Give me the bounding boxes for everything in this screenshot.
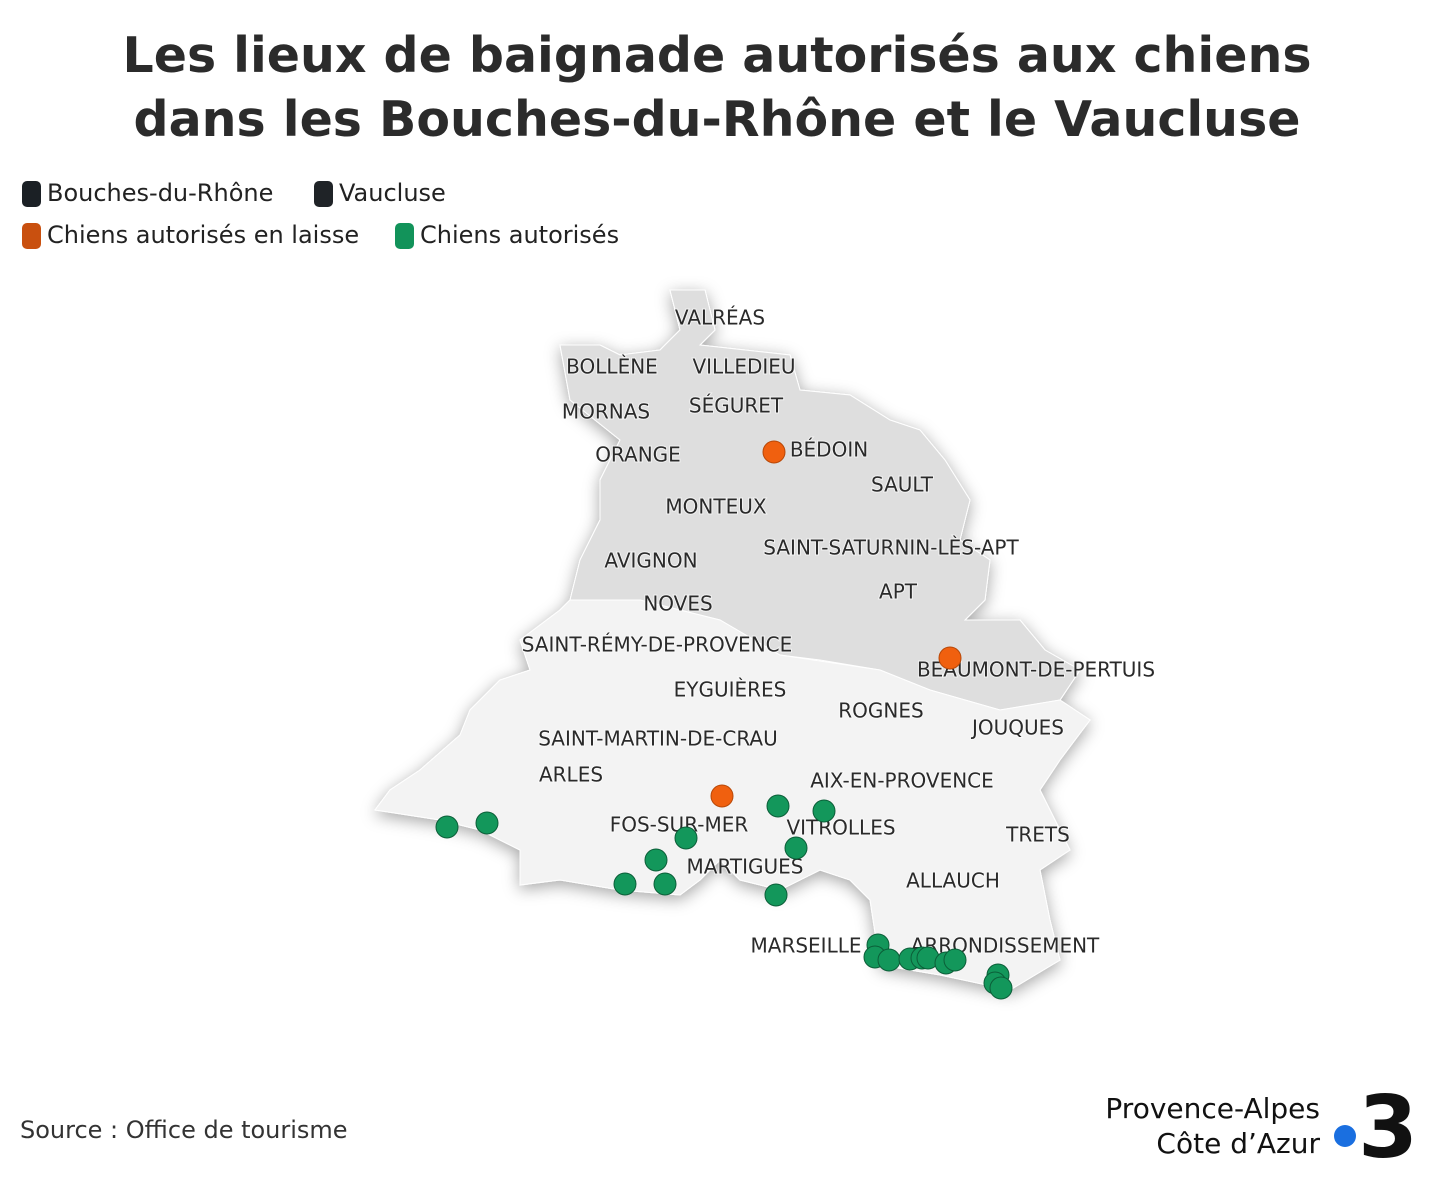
town-label: EYGUIÈRES [674, 678, 787, 702]
marker-free [475, 811, 499, 835]
town-label: BOLLÈNE [566, 355, 658, 379]
marker-free [812, 799, 836, 823]
legend-swatch [395, 223, 414, 249]
town-label: VALRÉAS [675, 306, 765, 330]
logo-mark: 3 [1358, 1078, 1418, 1178]
logo-text: Provence-Alpes [1105, 1092, 1320, 1125]
town-label: SAINT-MARTIN-DE-CRAU [538, 727, 778, 751]
town-label: APT [879, 580, 918, 604]
town-label: MARSEILLE [751, 934, 862, 958]
marker-free [764, 883, 788, 907]
marker-free [877, 948, 901, 972]
title: Les lieux de baignade autorisés aux chie… [123, 27, 1312, 84]
town-label: AIX-EN-PROVENCE [810, 769, 994, 793]
marker-free [943, 948, 967, 972]
legend-label: Bouches-du-Rhône [47, 179, 273, 207]
town-label: NOVES [643, 592, 712, 616]
marker-free [784, 836, 808, 860]
town-label: SAULT [871, 473, 934, 497]
logo-dot [1334, 1125, 1356, 1147]
marker-free [674, 826, 698, 850]
marker-free [644, 848, 668, 872]
marker-free [435, 815, 459, 839]
marker-leash [710, 784, 734, 808]
legend-label: Chiens autorisés en laisse [47, 221, 359, 249]
town-label: TRETS [1005, 823, 1070, 847]
town-label: JOUQUES [970, 716, 1064, 740]
town-labels: VALRÉAS BOLLÈNE VILLEDIEU MORNAS SÉGURETBÉDO… [521, 305, 1156, 959]
town-label: MARTIGUES [687, 855, 804, 879]
title: dans les Bouches-du-Rhône et le Vaucluse [134, 91, 1301, 148]
town-label: ORANGE [595, 443, 681, 467]
town-label: VILLEDIEU [692, 355, 795, 379]
legend-swatch [22, 181, 41, 207]
marker-leash [762, 440, 786, 464]
legend: Bouches-du-Rhône Vaucluse Chiens autorisés… [22, 179, 619, 249]
marker-free [766, 794, 790, 818]
town-label: ROGNES [838, 699, 923, 723]
town-label: VITROLLES [786, 816, 895, 840]
legend-swatch [22, 223, 41, 249]
marker-leash [938, 646, 962, 670]
markers [435, 440, 1013, 1000]
legend-swatch [314, 181, 333, 207]
town-label: MONTEUX [665, 495, 766, 519]
logo-text: Côte d’Azur [1156, 1127, 1320, 1160]
town-label: BÉDOIN [790, 438, 868, 462]
legend-label: Chiens autorisés [420, 221, 619, 249]
legend-label: Vaucluse [339, 179, 446, 207]
town-label: AVIGNON [604, 549, 697, 573]
marker-free [989, 976, 1013, 1000]
town-label: SAINT-SATURNIN-LÈS-APT [763, 536, 1019, 560]
town-label: SAINT-RÉMY-DE-PROVENCE [522, 633, 793, 657]
town-label: ALLAUCH [906, 869, 1000, 893]
source: Source : Office de tourisme [20, 1116, 348, 1144]
town-label: ARLES [539, 763, 603, 787]
marker-free [613, 872, 637, 896]
town-label: SÉGURET [689, 394, 784, 418]
marker-free [653, 872, 677, 896]
town-label: MORNAS [562, 400, 650, 424]
